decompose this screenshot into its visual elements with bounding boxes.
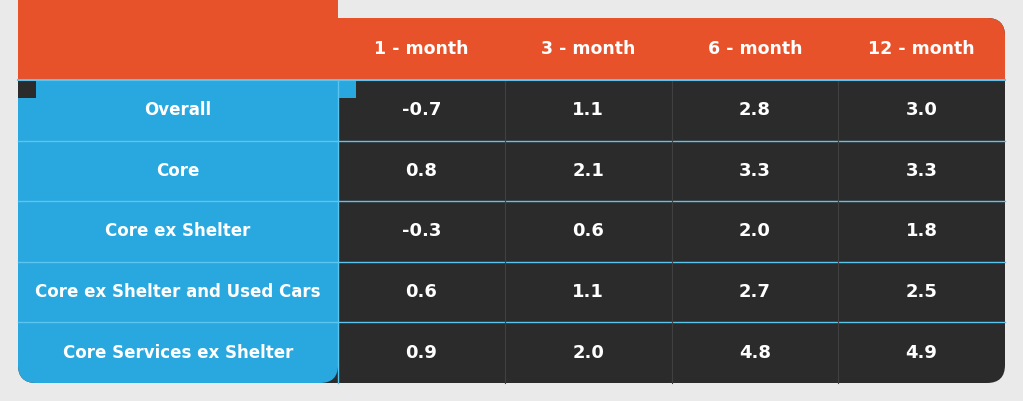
Text: 1.1: 1.1 [572,283,604,301]
FancyBboxPatch shape [18,0,338,383]
Text: 2.8: 2.8 [739,101,771,119]
Text: 3.3: 3.3 [739,162,770,180]
Text: 2.7: 2.7 [739,283,770,301]
Bar [18,18,338,80]
Text: 1 - month: 1 - month [374,40,469,58]
Text: -0.7: -0.7 [402,101,441,119]
Text: 0.8: 0.8 [405,162,438,180]
Bar [18,0,338,80]
Bar [18,80,1005,98]
FancyBboxPatch shape [18,18,1005,383]
Text: Core Services ex Shelter: Core Services ex Shelter [62,344,294,362]
Text: 3.0: 3.0 [905,101,937,119]
Text: 0.6: 0.6 [572,223,604,241]
Text: 4.8: 4.8 [739,344,771,362]
Text: 1.1: 1.1 [572,101,604,119]
Text: Core ex Shelter: Core ex Shelter [105,223,251,241]
Text: 2.0: 2.0 [572,344,604,362]
Bar [36,80,356,98]
Text: 12 - month: 12 - month [869,40,975,58]
Text: Core ex Shelter and Used Cars: Core ex Shelter and Used Cars [35,283,321,301]
Text: 3 - month: 3 - month [541,40,635,58]
Text: 2.5: 2.5 [905,283,937,301]
Text: 0.6: 0.6 [405,283,437,301]
Text: 2.1: 2.1 [572,162,604,180]
Text: 3.3: 3.3 [905,162,937,180]
Text: 2.0: 2.0 [739,223,770,241]
FancyBboxPatch shape [18,18,1005,98]
Text: 6 - month: 6 - month [708,40,802,58]
Text: Overall: Overall [144,101,212,119]
Text: 0.9: 0.9 [405,344,437,362]
Text: 4.9: 4.9 [905,344,937,362]
Text: Core: Core [157,162,199,180]
Text: 1.8: 1.8 [905,223,938,241]
Text: -0.3: -0.3 [402,223,441,241]
